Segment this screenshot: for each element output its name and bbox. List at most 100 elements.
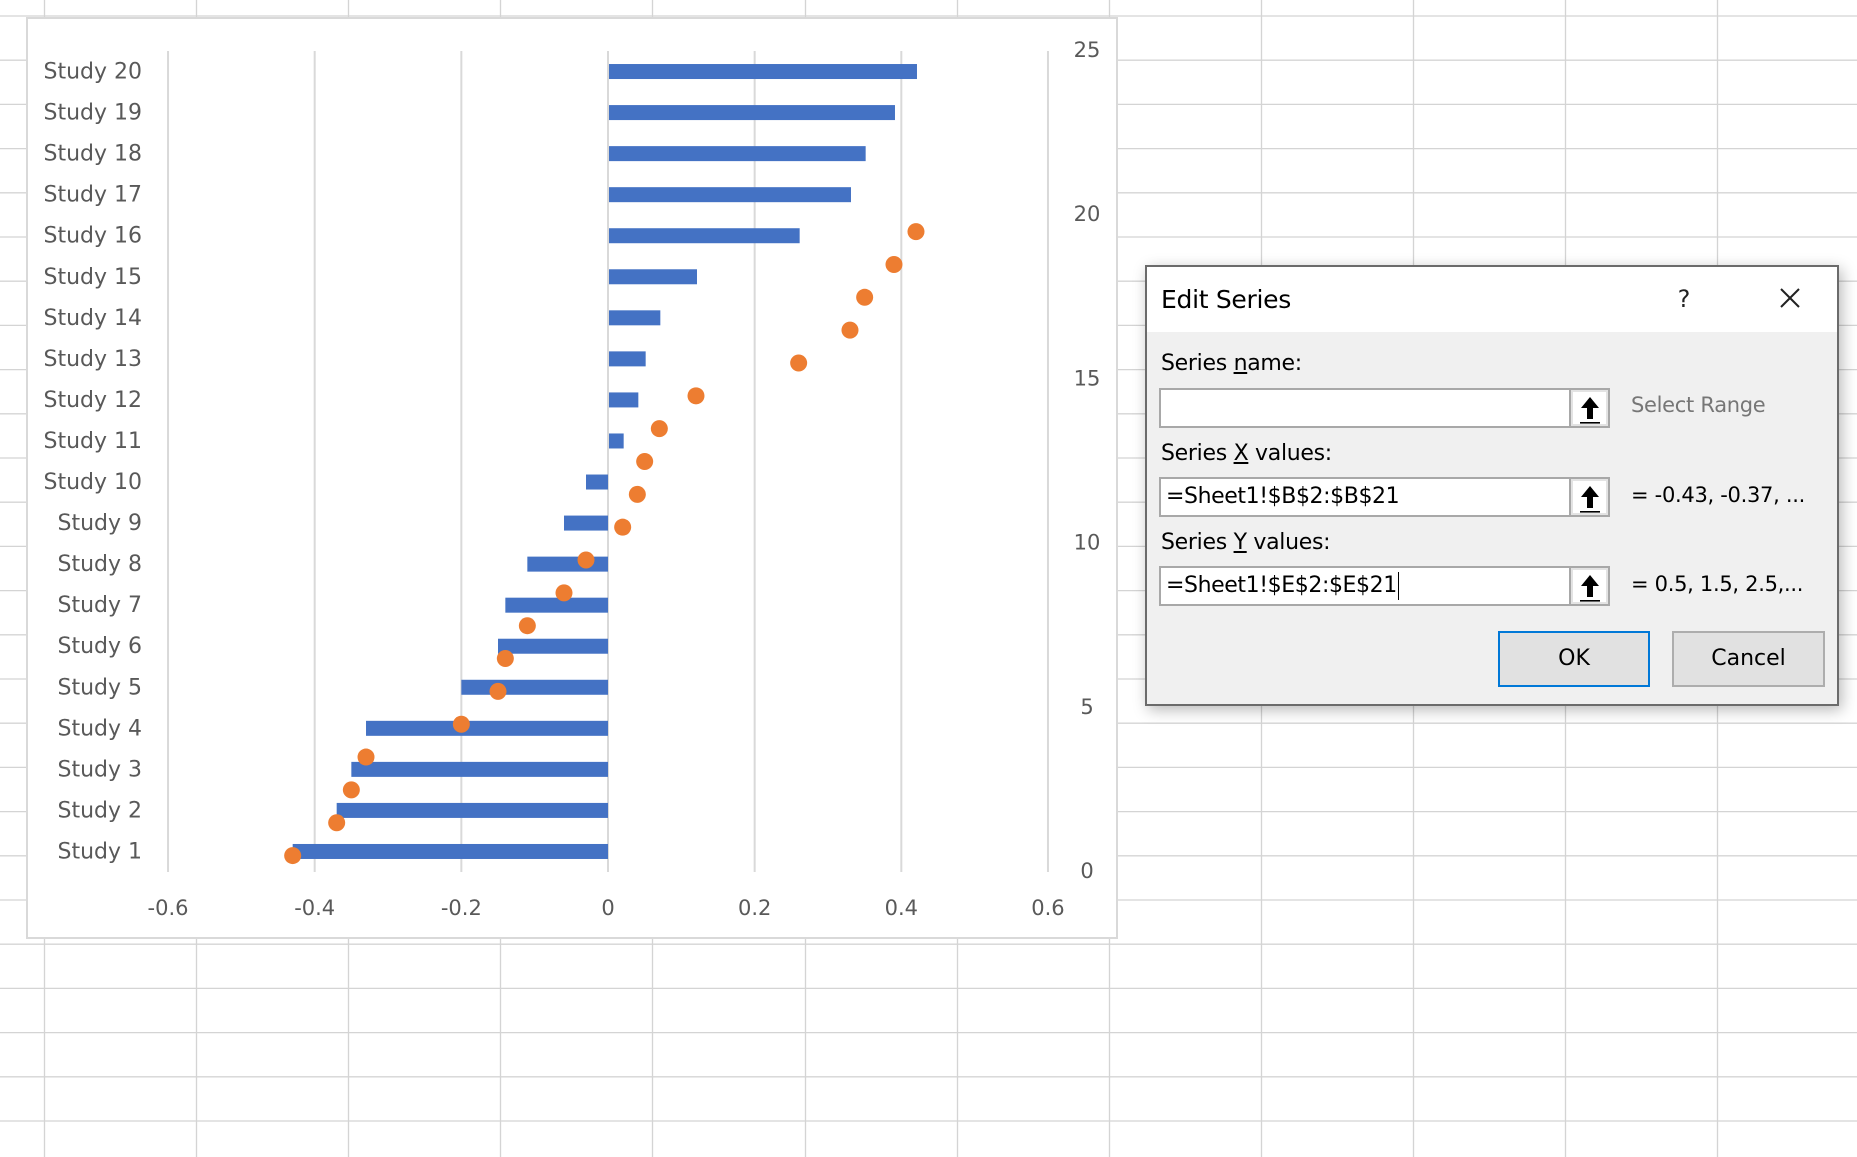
secondary-y-axis-tick-label: 5 bbox=[1080, 695, 1093, 719]
series-name-input[interactable] bbox=[1159, 388, 1570, 428]
bar[interactable] bbox=[336, 802, 608, 818]
bar[interactable] bbox=[505, 597, 608, 613]
collapse-dialog-arrow-icon bbox=[1580, 575, 1600, 602]
collapse-dialog-arrow-icon bbox=[1580, 397, 1600, 424]
scatter-point[interactable] bbox=[650, 420, 668, 438]
secondary-y-axis-tick-label: 25 bbox=[1074, 38, 1101, 62]
scatter-point[interactable] bbox=[489, 682, 507, 700]
question-mark-icon: ? bbox=[1677, 285, 1691, 313]
category-axis-label: Study 17 bbox=[43, 183, 142, 208]
category-axis-label: Study 5 bbox=[57, 675, 142, 700]
scatter-point[interactable] bbox=[496, 650, 514, 668]
scatter-point[interactable] bbox=[790, 354, 808, 372]
category-axis-label: Study 20 bbox=[43, 60, 142, 85]
close-button[interactable] bbox=[1767, 277, 1813, 321]
scatter-point[interactable] bbox=[518, 617, 536, 635]
series-x-values-value: =Sheet1!$B$2:$B$21 bbox=[1166, 484, 1400, 509]
scatter-point[interactable] bbox=[614, 518, 632, 536]
category-axis-label: Study 13 bbox=[43, 347, 142, 372]
help-button[interactable]: ? bbox=[1667, 281, 1701, 317]
bar[interactable] bbox=[564, 515, 608, 531]
bar[interactable] bbox=[366, 720, 608, 736]
scatter-point[interactable] bbox=[636, 453, 654, 470]
x-axis-tick-label: -0.6 bbox=[148, 896, 189, 920]
dialog-title-bar[interactable]: Edit Series ? bbox=[1147, 267, 1837, 332]
x-axis-tick-label: 0 bbox=[601, 896, 614, 920]
scatter-point[interactable] bbox=[555, 584, 573, 602]
secondary-y-axis-tick-label: 20 bbox=[1074, 202, 1101, 226]
bar[interactable] bbox=[609, 64, 917, 80]
series-x-select-range-button[interactable] bbox=[1569, 477, 1610, 517]
category-axis-label: Study 3 bbox=[57, 757, 142, 782]
bar[interactable] bbox=[609, 310, 661, 326]
scatter-point[interactable] bbox=[328, 814, 346, 832]
scatter-point[interactable] bbox=[342, 781, 360, 799]
x-axis-tick-label: -0.2 bbox=[441, 896, 482, 920]
category-axis-label: Study 10 bbox=[43, 470, 142, 495]
bar[interactable] bbox=[609, 187, 851, 203]
bar[interactable] bbox=[609, 351, 646, 367]
bar[interactable] bbox=[351, 761, 608, 777]
series-x-values-label: Series X values: bbox=[1161, 441, 1332, 466]
cancel-button[interactable]: Cancel bbox=[1672, 631, 1825, 687]
select-range-hint: Select Range bbox=[1631, 393, 1766, 417]
bar[interactable] bbox=[609, 228, 800, 244]
collapse-dialog-arrow-icon bbox=[1580, 486, 1600, 513]
dialog-title: Edit Series bbox=[1161, 285, 1291, 314]
series-x-values-input[interactable]: =Sheet1!$B$2:$B$21 bbox=[1159, 477, 1570, 517]
close-icon bbox=[1780, 288, 1800, 308]
edit-series-dialog: Edit Series ? Series name: Select Range … bbox=[1145, 265, 1839, 706]
scatter-point[interactable] bbox=[357, 748, 375, 766]
scatter-point[interactable] bbox=[452, 715, 470, 733]
scatter-point[interactable] bbox=[907, 223, 925, 241]
series-y-values-input[interactable]: =Sheet1!$E$2:$E$21 bbox=[1159, 566, 1570, 606]
category-axis-label: Study 2 bbox=[57, 798, 142, 823]
bar[interactable] bbox=[609, 146, 866, 162]
chart-area[interactable]: -0.6 -0.4 -0.2 0 0.2 0.4 0.6 Study 1 Study 2 Stud… bbox=[26, 17, 1118, 939]
bar[interactable] bbox=[461, 679, 608, 695]
scatter-point[interactable] bbox=[284, 847, 302, 865]
category-axis-label: Study 16 bbox=[43, 224, 142, 249]
series-x-values-preview: = -0.43, -0.37, ... bbox=[1631, 483, 1805, 507]
x-axis-tick-label: -0.4 bbox=[294, 896, 335, 920]
scatter-point[interactable] bbox=[841, 321, 859, 339]
category-axis-label: Study 18 bbox=[43, 142, 142, 167]
forest-plot-chart[interactable]: -0.6 -0.4 -0.2 0 0.2 0.4 0.6 Study 1 Study 2 Stud… bbox=[28, 19, 1120, 941]
bar[interactable] bbox=[609, 105, 895, 121]
bar[interactable] bbox=[609, 392, 639, 408]
category-axis-label: Study 4 bbox=[57, 716, 142, 741]
scatter-point[interactable] bbox=[885, 255, 903, 273]
category-axis-label: Study 14 bbox=[43, 306, 142, 331]
category-axis-label: Study 15 bbox=[43, 265, 142, 290]
bar[interactable] bbox=[609, 433, 624, 449]
x-axis-tick-label: 0.6 bbox=[1031, 896, 1064, 920]
x-axis-tick-label: 0.4 bbox=[885, 896, 918, 920]
scatter-point[interactable] bbox=[856, 288, 874, 306]
series-name-label: Series name: bbox=[1161, 351, 1302, 376]
bar[interactable] bbox=[609, 269, 697, 285]
bar[interactable] bbox=[586, 474, 608, 490]
bar[interactable] bbox=[498, 638, 608, 654]
scatter-point[interactable] bbox=[628, 485, 646, 503]
category-axis-label: Study 1 bbox=[57, 839, 142, 864]
category-axis-label: Study 12 bbox=[43, 388, 142, 413]
category-axis-label: Study 9 bbox=[57, 511, 142, 536]
secondary-y-axis-tick-label: 0 bbox=[1080, 859, 1093, 883]
series-y-values-value: =Sheet1!$E$2:$E$21 bbox=[1166, 573, 1397, 598]
series-y-values-preview: = 0.5, 1.5, 2.5,... bbox=[1631, 572, 1804, 596]
category-axis-label: Study 8 bbox=[57, 552, 142, 577]
series-y-select-range-button[interactable] bbox=[1569, 566, 1610, 606]
series-name-select-range-button[interactable] bbox=[1569, 388, 1610, 428]
secondary-y-axis-tick-label: 10 bbox=[1074, 531, 1101, 555]
category-axis-label: Study 7 bbox=[57, 593, 142, 618]
category-axis-label: Study 6 bbox=[57, 634, 142, 659]
scatter-point[interactable] bbox=[687, 387, 705, 405]
ok-button[interactable]: OK bbox=[1498, 631, 1650, 687]
secondary-y-axis-tick-label: 15 bbox=[1074, 366, 1101, 390]
category-axis-label: Study 19 bbox=[43, 101, 142, 126]
category-axis-label: Study 11 bbox=[43, 429, 142, 454]
scatter-point[interactable] bbox=[577, 551, 595, 569]
bar[interactable] bbox=[292, 843, 608, 859]
series-y-values-label: Series Y values: bbox=[1161, 530, 1331, 555]
bar[interactable] bbox=[527, 556, 608, 572]
